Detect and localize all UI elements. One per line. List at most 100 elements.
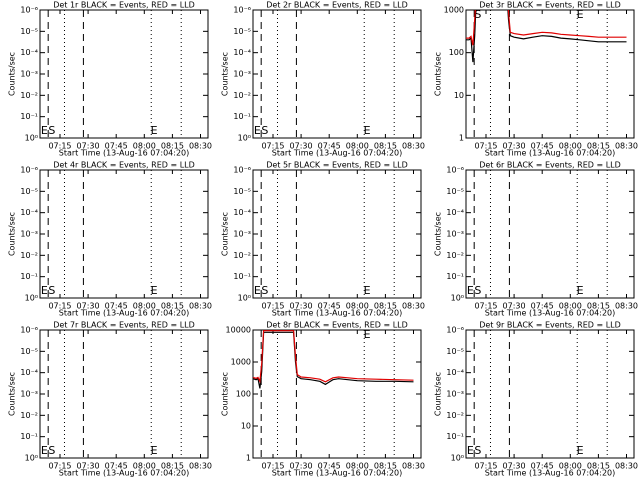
y-tick-label: 10⁻³ <box>233 230 251 239</box>
x-tick-label: 08:30 <box>189 302 212 311</box>
y-tick-label: 10⁻⁴ <box>20 368 38 377</box>
y-tick-label: 10⁻⁶ <box>20 6 38 15</box>
y-tick-label: 10⁻² <box>20 411 38 420</box>
y-tick-label: 10⁻⁶ <box>233 6 251 15</box>
x-tick-label: 07:45 <box>105 462 128 471</box>
y-tick-label: 10⁻² <box>233 251 251 260</box>
y-axis-label: Counts/sec <box>434 372 443 416</box>
x-tick-label: 07:15 <box>48 462 71 471</box>
plot-frame <box>252 9 422 139</box>
x-tick-label: 07:45 <box>318 302 341 311</box>
x-axis-label: Start Time (13-Aug-16 07:04:20) <box>59 309 190 318</box>
panel-title: Det 1r BLACK = Events, RED = LLD <box>53 1 195 10</box>
x-axis-label: Start Time (13-Aug-16 07:04:20) <box>59 149 190 158</box>
y-tick-label: 10⁻⁴ <box>20 208 38 217</box>
y-tick-label: 10⁻⁶ <box>20 326 38 335</box>
y-tick-label: 10⁻⁴ <box>446 208 464 217</box>
plot-frame <box>252 169 422 299</box>
y-axis-label: Counts/sec <box>434 212 443 256</box>
data-line <box>466 10 627 46</box>
annotation: E <box>41 444 48 457</box>
annotation: E <box>41 284 48 297</box>
annotation: S <box>48 444 55 457</box>
x-tick-label: 07:15 <box>261 462 284 471</box>
panel-title: Det 6r BLACK = Events, RED = LLD <box>479 161 621 170</box>
y-tick-label: 10⁻¹ <box>233 272 251 281</box>
y-tick-label: 10⁻⁴ <box>446 368 464 377</box>
x-tick-label: 07:45 <box>531 462 554 471</box>
x-tick-label: 08:15 <box>374 302 397 311</box>
x-tick-label: 07:45 <box>105 142 128 151</box>
x-axis-label: Start Time (13-Aug-16 07:04:20) <box>272 469 403 478</box>
x-tick-label: 08:00 <box>346 462 369 471</box>
annotation: E <box>364 328 371 341</box>
data-line <box>253 330 414 384</box>
y-axis-label: Counts/sec <box>8 372 17 416</box>
x-tick-label: 07:30 <box>503 302 526 311</box>
y-tick-label: 10⁻⁵ <box>20 347 38 356</box>
y-tick-label: 10⁻⁵ <box>20 187 38 196</box>
x-tick-label: 08:30 <box>402 302 425 311</box>
annotation: E <box>577 444 584 457</box>
x-tick-label: 07:45 <box>531 142 554 151</box>
plot-frame <box>39 9 209 139</box>
x-axis-label: Start Time (13-Aug-16 07:04:20) <box>485 469 616 478</box>
panel-title: Det 5r BLACK = Events, RED = LLD <box>266 161 408 170</box>
x-tick-label: 07:30 <box>290 302 313 311</box>
y-tick-label: 10⁻⁵ <box>446 347 464 356</box>
x-tick-label: 07:30 <box>77 302 100 311</box>
y-tick-label: 10⁰ <box>238 294 251 303</box>
panel-title: Det 3r BLACK = Events, RED = LLD <box>479 1 621 10</box>
y-tick-label: 10⁻⁵ <box>446 187 464 196</box>
y-tick-label: 10⁻¹ <box>233 112 251 121</box>
y-tick-label: 10⁻¹ <box>446 272 464 281</box>
x-tick-label: 08:30 <box>615 142 638 151</box>
y-tick-label: 10⁻³ <box>446 390 464 399</box>
annotation: S <box>261 124 268 137</box>
x-tick-label: 07:45 <box>105 302 128 311</box>
y-tick-label: 10⁰ <box>451 294 464 303</box>
y-tick-label: 10⁻³ <box>20 230 38 239</box>
x-tick-label: 07:30 <box>503 142 526 151</box>
data-line <box>253 331 414 389</box>
annotation: S <box>48 284 55 297</box>
y-tick-label: 1000 <box>231 358 251 367</box>
y-tick-label: 10⁰ <box>451 454 464 463</box>
y-tick-label: 10 <box>454 91 464 100</box>
y-tick-label: 10⁻² <box>446 411 464 420</box>
x-tick-label: 08:00 <box>346 302 369 311</box>
x-tick-label: 07:15 <box>48 302 71 311</box>
y-tick-label: 10⁻² <box>20 251 38 260</box>
x-tick-label: 08:15 <box>587 142 610 151</box>
annotation: E <box>577 284 584 297</box>
x-tick-label: 08:00 <box>559 462 582 471</box>
x-tick-label: 07:45 <box>318 462 341 471</box>
annotation: E <box>151 284 158 297</box>
x-tick-label: 08:15 <box>374 462 397 471</box>
plot-frame <box>39 329 209 459</box>
annotation: E <box>151 444 158 457</box>
annotation: E <box>364 284 371 297</box>
y-tick-label: 10⁻³ <box>20 390 38 399</box>
y-tick-label: 10⁻² <box>446 251 464 260</box>
x-tick-label: 08:15 <box>587 462 610 471</box>
x-tick-label: 08:30 <box>189 142 212 151</box>
y-tick-label: 10⁻⁶ <box>446 326 464 335</box>
x-tick-label: 07:15 <box>474 302 497 311</box>
y-tick-label: 10⁻² <box>233 91 251 100</box>
x-tick-label: 08:15 <box>374 142 397 151</box>
x-tick-label: 08:00 <box>559 302 582 311</box>
y-tick-label: 10⁰ <box>25 134 38 143</box>
y-tick-label: 10⁻⁶ <box>233 166 251 175</box>
x-tick-label: 08:15 <box>587 302 610 311</box>
y-tick-label: 100 <box>236 390 251 399</box>
x-tick-label: 08:30 <box>615 462 638 471</box>
x-tick-label: 08:30 <box>189 462 212 471</box>
x-axis-label: Start Time (13-Aug-16 07:04:20) <box>485 309 616 318</box>
y-tick-label: 1 <box>246 454 251 463</box>
x-tick-label: 08:00 <box>133 142 156 151</box>
y-tick-label: 10⁻³ <box>446 230 464 239</box>
annotation: S <box>474 284 481 297</box>
y-tick-label: 10⁻³ <box>233 70 251 79</box>
y-tick-label: 10⁻⁵ <box>233 187 251 196</box>
